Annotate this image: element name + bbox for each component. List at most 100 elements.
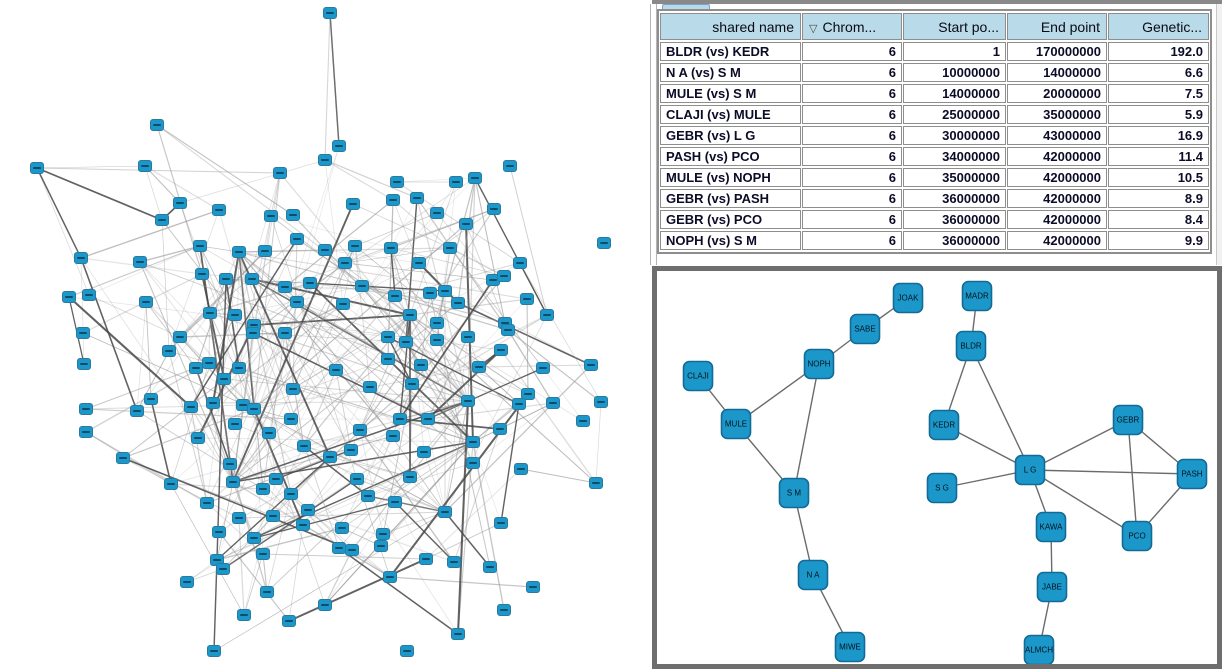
table-row[interactable]: GEBR (vs) PASH 6 36000000 42000000 8.9 — [660, 189, 1209, 208]
network-node[interactable] — [405, 378, 419, 390]
node-claji[interactable]: CLAJI — [682, 360, 714, 392]
network-node[interactable] — [195, 268, 209, 280]
table-cell[interactable]: BLDR (vs) KEDR — [660, 42, 801, 61]
network-node[interactable] — [232, 246, 246, 258]
network-node[interactable] — [344, 444, 358, 456]
table-cell[interactable]: 42000000 — [1007, 231, 1107, 250]
table-cell[interactable]: 43000000 — [1007, 126, 1107, 145]
network-node[interactable] — [207, 645, 221, 657]
network-node[interactable] — [247, 403, 261, 415]
node-l-g[interactable]: L G — [1014, 454, 1046, 486]
network-node[interactable] — [212, 204, 226, 216]
network-node[interactable] — [350, 473, 364, 485]
column-header-genetic[interactable]: Genetic... — [1108, 13, 1209, 40]
table-cell[interactable]: GEBR (vs) PASH — [660, 189, 801, 208]
network-node[interactable] — [374, 540, 388, 552]
network-node[interactable] — [353, 424, 367, 436]
table-cell[interactable]: 6 — [802, 63, 902, 82]
network-node[interactable] — [133, 256, 147, 268]
table-cell[interactable]: 42000000 — [1007, 189, 1107, 208]
table-cell[interactable]: GEBR (vs) PCO — [660, 210, 801, 229]
table-cell[interactable]: MULE (vs) S M — [660, 84, 801, 103]
network-node[interactable] — [493, 423, 507, 435]
network-node[interactable] — [318, 154, 332, 166]
network-node[interactable] — [447, 556, 461, 568]
network-node[interactable] — [216, 563, 230, 575]
network-node[interactable] — [138, 160, 152, 172]
network-node[interactable] — [290, 233, 304, 245]
node-madr[interactable]: MADR — [961, 280, 993, 312]
network-node[interactable] — [323, 451, 337, 463]
network-node[interactable] — [318, 599, 332, 611]
network-node[interactable] — [116, 452, 130, 464]
network-node[interactable] — [393, 413, 407, 425]
network-node[interactable] — [449, 176, 463, 188]
node-kawa[interactable]: KAWA — [1035, 511, 1067, 543]
network-node[interactable] — [501, 324, 515, 336]
network-node[interactable] — [513, 257, 527, 269]
network-node[interactable] — [256, 483, 270, 495]
network-node[interactable] — [262, 427, 276, 439]
network-node[interactable] — [410, 192, 424, 204]
node-kedr[interactable]: KEDR — [928, 409, 960, 441]
network-node[interactable] — [217, 373, 231, 385]
table-cell[interactable]: 14000000 — [1007, 63, 1107, 82]
network-node[interactable] — [212, 526, 226, 538]
network-node[interactable] — [400, 645, 414, 657]
network-node[interactable] — [189, 362, 203, 374]
table-cell[interactable]: MULE (vs) NOPH — [660, 168, 801, 187]
network-node[interactable] — [386, 430, 400, 442]
network-node[interactable] — [180, 576, 194, 588]
network-node[interactable] — [30, 162, 44, 174]
table-cell[interactable]: 20000000 — [1007, 84, 1107, 103]
table-row[interactable]: BLDR (vs) KEDR 6 1 170000000 192.0 — [660, 42, 1209, 61]
network-node[interactable] — [82, 289, 96, 301]
table-cell[interactable]: 42000000 — [1007, 147, 1107, 166]
network-node[interactable] — [466, 436, 480, 448]
network-node[interactable] — [412, 257, 426, 269]
network-node[interactable] — [459, 218, 473, 230]
network-node[interactable] — [62, 291, 76, 303]
network-node[interactable] — [403, 471, 417, 483]
network-node[interactable] — [540, 309, 554, 321]
table-cell[interactable]: 10000000 — [903, 63, 1006, 82]
network-node[interactable] — [346, 198, 360, 210]
network-node[interactable] — [594, 396, 608, 408]
network-node[interactable] — [184, 401, 198, 413]
column-header-end-point[interactable]: End point — [1007, 13, 1107, 40]
node-almch[interactable]: ALMCH — [1023, 634, 1055, 665]
network-node[interactable] — [363, 381, 377, 393]
node-gebr[interactable]: GEBR — [1112, 404, 1144, 436]
network-node[interactable] — [232, 512, 246, 524]
network-node[interactable] — [383, 571, 397, 583]
network-node[interactable] — [430, 317, 444, 329]
network-node[interactable] — [497, 270, 511, 282]
network-node[interactable] — [536, 362, 550, 374]
table-cell[interactable]: 16.9 — [1108, 126, 1209, 145]
table-row[interactable]: GEBR (vs) PCO 6 36000000 42000000 8.4 — [660, 210, 1209, 229]
network-node[interactable] — [423, 287, 437, 299]
network-node[interactable] — [150, 119, 164, 131]
network-node[interactable] — [232, 362, 246, 374]
network-node[interactable] — [223, 458, 237, 470]
network-node[interactable] — [348, 240, 362, 252]
network-node[interactable] — [376, 528, 390, 540]
network-node[interactable] — [466, 457, 480, 469]
network-node[interactable] — [414, 359, 428, 371]
network-node[interactable] — [303, 277, 317, 289]
table-row[interactable]: NOPH (vs) S M 6 36000000 42000000 9.9 — [660, 231, 1209, 250]
table-cell[interactable]: 7.5 — [1108, 84, 1209, 103]
network-node[interactable] — [512, 398, 526, 410]
table-cell[interactable]: 6 — [802, 210, 902, 229]
network-node[interactable] — [173, 197, 187, 209]
network-node[interactable] — [269, 473, 283, 485]
network-node[interactable] — [286, 383, 300, 395]
network-node[interactable] — [483, 561, 497, 573]
network-node[interactable] — [210, 554, 224, 566]
network-node[interactable] — [461, 331, 475, 343]
network-node[interactable] — [296, 519, 310, 531]
table-cell[interactable]: 34000000 — [903, 147, 1006, 166]
network-node[interactable] — [266, 510, 280, 522]
node-s-g[interactable]: S G — [926, 472, 958, 504]
network-node[interactable] — [79, 426, 93, 438]
